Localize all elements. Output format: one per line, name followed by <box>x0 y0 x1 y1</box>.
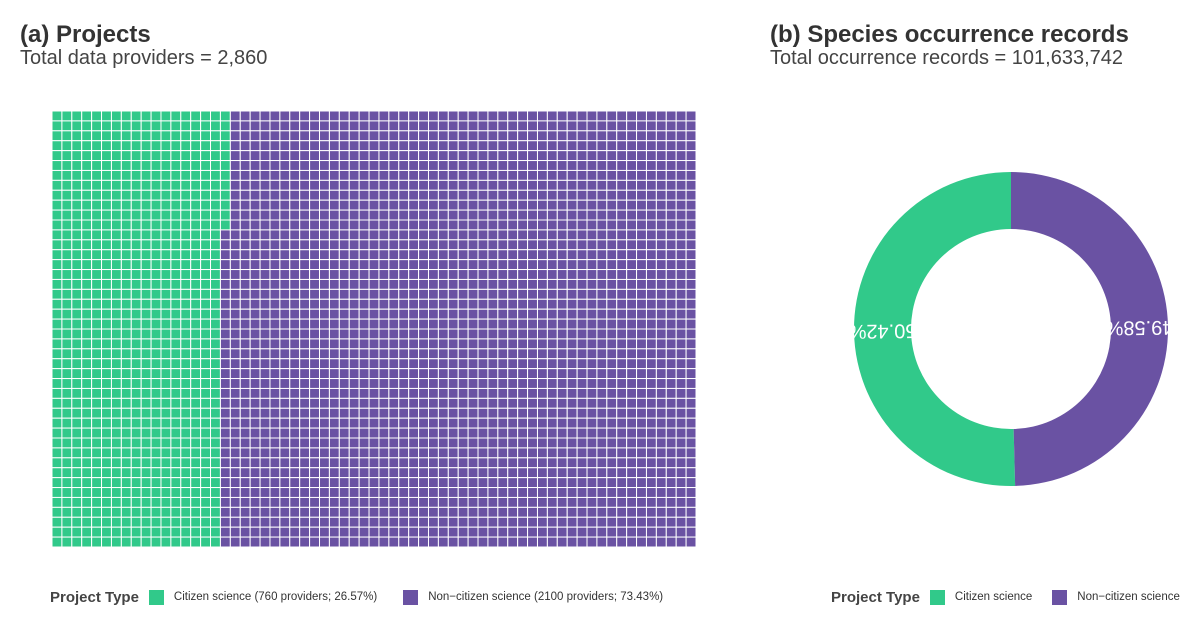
legend-swatch-non-citizen-science <box>403 589 419 605</box>
waffle-grid <box>51 110 697 548</box>
panel-b-title: (b) Species occurrence records <box>770 21 1129 48</box>
donut-label-non-citizen-science: 49.58% <box>1105 316 1173 339</box>
panel-a-subtitle: Total data providers = 2,860 <box>20 47 268 69</box>
legend-label-non-citizen-science: Non−citizen science <box>1077 591 1180 603</box>
panel-b-subtitle: Total occurrence records = 101,633,742 <box>770 47 1123 69</box>
legend-label-citizen-science: Citizen science <box>954 591 1033 603</box>
legend-title: Project Type <box>831 588 920 606</box>
legend-swatch-citizen-science <box>929 589 945 605</box>
legend-occurrence-records: Project Type Citizen science Non−citizen… <box>831 587 1180 607</box>
legend-swatch-non-citizen-science <box>1052 589 1068 605</box>
legend-title: Project Type <box>50 588 139 606</box>
legend-label-citizen-science: Citizen science (760 providers; 26.57%) <box>173 591 378 603</box>
panel-a-title: (a) Projects <box>20 21 151 48</box>
donut-label-citizen-science: 50.42% <box>848 319 916 342</box>
legend-projects: Project Type Citizen science (760 provid… <box>50 587 663 607</box>
legend-swatch-citizen-science <box>148 589 164 605</box>
legend-label-non-citizen-science: Non−citizen science (2100 providers; 73.… <box>428 591 664 603</box>
